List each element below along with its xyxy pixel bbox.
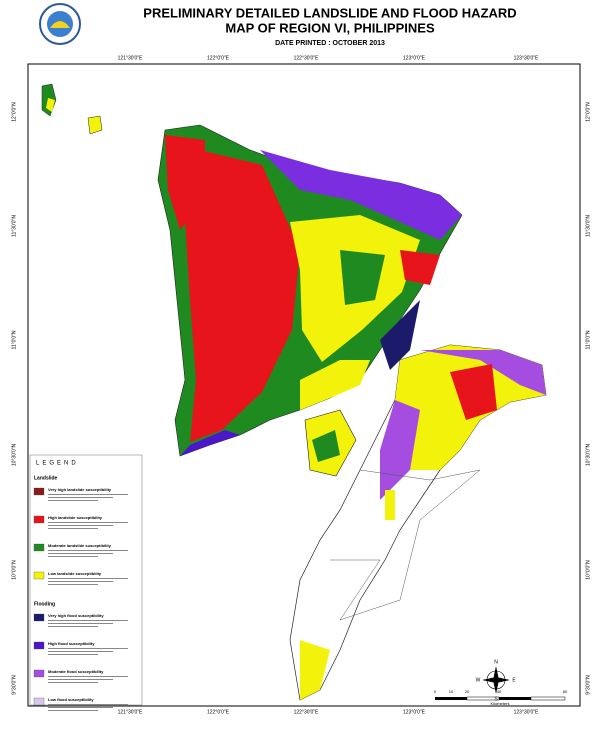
legend-description (48, 494, 128, 495)
legend-label: Moderate landslide susceptibility (48, 543, 112, 548)
legend-description (48, 581, 113, 582)
legend-description (48, 676, 128, 677)
latitude-label: 10°0'0"N (11, 560, 17, 580)
legend-swatch (33, 669, 45, 678)
longitude-label: 122°30'0"E (294, 55, 319, 61)
legend-description (48, 710, 98, 711)
latitude-label: 11°0'0"N (11, 330, 17, 349)
legend-description (48, 525, 113, 526)
legend-description (48, 522, 128, 523)
legend-description (48, 704, 128, 705)
compass-label: S (494, 696, 498, 702)
longitude-label: 121°30'0"E (118, 709, 143, 715)
legend-description (48, 528, 98, 529)
title-line-1: PRELIMINARY DETAILED LANDSLIDE AND FLOOD… (143, 5, 516, 20)
legend-description (48, 651, 113, 652)
longitude-label: 122°0'0"E (207, 709, 230, 715)
legend-description (48, 679, 113, 680)
compass-label: N (494, 659, 498, 665)
longitude-label: 123°30'0"E (514, 55, 539, 61)
longitude-label: 123°0'0"E (403, 55, 426, 61)
guimaras-island (312, 430, 340, 462)
scale-label: 40 (497, 689, 502, 694)
scale-bar (435, 696, 566, 701)
legend-description (48, 626, 98, 627)
legend-swatch (33, 487, 45, 496)
legend-label: High flood susceptibility (48, 641, 95, 646)
legend-description (48, 578, 128, 579)
logo (39, 3, 81, 45)
negros-island (289, 344, 547, 701)
legend-swatch (33, 543, 45, 552)
legend-description (48, 623, 113, 624)
legend-description (48, 500, 98, 501)
legend-description (48, 707, 113, 708)
longitude-label: 121°30'0"E (118, 55, 143, 61)
legend-label: Very high landslide susceptibility (48, 487, 112, 492)
island (87, 115, 103, 135)
latitude-label: 10°30'0"N (585, 443, 591, 466)
legend-title: LEGEND (36, 461, 79, 467)
island (385, 490, 395, 520)
north-arrow (482, 666, 510, 694)
panay-island (157, 124, 463, 457)
legend-description (48, 654, 98, 655)
legend-description (48, 497, 113, 498)
legend-swatch (33, 697, 45, 706)
latitude-label: 11°30'0"N (11, 215, 17, 237)
latitude-label: 12°0'0"N (585, 102, 591, 122)
legend-description (48, 553, 113, 554)
longitude-label: 122°0'0"E (207, 55, 230, 61)
longitude-label: 122°30'0"E (294, 709, 319, 715)
scale-label: 60 (563, 689, 568, 694)
legend-label: High landslide susceptibility (48, 515, 103, 520)
legend-swatch (33, 571, 45, 580)
legend-swatch (33, 515, 45, 524)
latitude-label: 10°0'0"N (585, 560, 591, 580)
legend-label: Low landslide susceptibility (48, 571, 102, 576)
latitude-label: 11°0'0"N (585, 330, 591, 349)
title-line-2: MAP OF REGION VI, PHILIPPINES (225, 20, 435, 35)
scale-unit: Kilometers (491, 701, 510, 706)
latitude-label: 11°30'0"N (585, 215, 591, 237)
legend-group-title: Flooding (34, 601, 55, 607)
legend-label: Very high flood susceptibility (48, 613, 104, 618)
latitude-label: 9°30'0"N (585, 675, 591, 695)
legend-group-title: Landslide (34, 475, 58, 481)
legend-description (48, 682, 98, 683)
date-printed: DATE PRINTED : OCTOBER 2013 (275, 40, 385, 47)
generated: 121°30'0"E 121°30'0"E 122°0'0"E 122°0'0"E 12… (11, 55, 591, 715)
legend-label: Low flood susceptibility (48, 697, 94, 702)
legend-description (48, 550, 128, 551)
legend-box (29, 454, 143, 706)
compass-label: E (512, 677, 516, 683)
compass-label: W (476, 677, 481, 683)
legend-swatch (33, 641, 45, 650)
longitude-label: 123°30'0"E (514, 709, 539, 715)
scale-label: 10 (449, 689, 454, 694)
legend-label: Moderate flood susceptibility (48, 669, 104, 674)
island (46, 98, 55, 112)
legend-swatch (33, 613, 45, 622)
latitude-label: 10°30'0"N (11, 443, 17, 466)
scale-label: 0 (434, 689, 437, 694)
legend-description (48, 556, 98, 557)
scale-label: 20 (465, 689, 470, 694)
legend-description (48, 620, 128, 621)
latitude-label: 12°0'0"N (11, 102, 17, 122)
latitude-label: 9°30'0"N (11, 675, 17, 695)
longitude-label: 123°0'0"E (403, 709, 426, 715)
legend-description (48, 584, 98, 585)
legend-description (48, 648, 128, 649)
